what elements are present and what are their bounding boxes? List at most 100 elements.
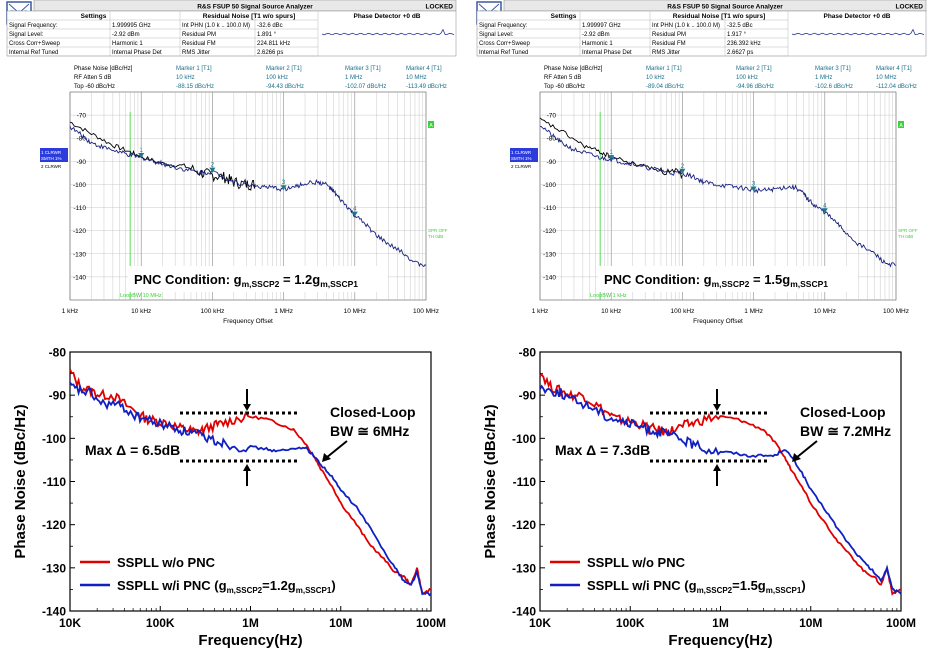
x-tick-label: 100 kHz [200,308,224,315]
settings-header: Settings [81,13,107,20]
bw-annotation-line1: Closed-Loop [800,404,886,420]
marker-freq: 1 MHz [815,75,832,81]
residual-header: Residual Noise [T1 w/o spurs] [673,13,765,20]
phase-noise-trace [69,121,256,191]
legend-pre: SSPLL w/i PNC (g [117,578,227,593]
arrow-head-icon [243,464,251,471]
marker-left-label: RF Atten 5 dB [74,75,111,81]
settings-label: Signal Level: [9,32,44,38]
lock-status: LOCKED [426,4,454,11]
x-tick-label: 1 MHz [744,308,763,315]
y-tick-label: -90 [519,389,537,403]
side-label: SMTH 1% [41,156,62,161]
settings-table [476,10,927,57]
x-tick-label: 10 MHz [344,308,366,315]
marker-number: 3 [752,181,756,187]
right-label: TH 0dB [898,234,913,239]
y-tick-label: -100 [543,182,556,189]
y-tick-label: -120 [42,518,66,532]
residual-value: -32.5 dBc [727,23,753,29]
trace-indicator [428,121,434,128]
pnc-mid: = 1.5g [749,272,790,287]
x-tick-label: 100 MHz [413,308,439,315]
marker-triangle [679,168,686,174]
marker-value: -94.96 dBc/Hz [736,84,774,90]
marker-value: -113.49 dBc/Hz [406,84,447,90]
residual-label: Residual PM [182,32,216,38]
x-tick-label: 1M [712,616,729,630]
x-tick-label: 10 kHz [131,308,151,315]
right-label: TH 0dB [428,234,443,239]
phase-noise-trace [539,125,897,268]
residual-label: RMS Jitter [652,50,680,56]
y-tick-label: -110 [43,475,67,489]
marker-name: Marker 4 [T1] [876,66,912,72]
marker-triangle [750,186,757,192]
y-axis-label: Phase Noise (dBc/Hz) [12,404,29,558]
x-tick-label: 10 MHz [814,308,836,315]
pnc-subscript: m,SSCP1 [320,279,358,289]
y-tick-label: -130 [73,251,86,258]
plot-frame [69,351,432,612]
lock-status: LOCKED [896,4,924,11]
marker-freq: 10 MHz [876,75,897,81]
pnc-condition-box [598,266,858,292]
y-tick-label: -110 [73,205,86,212]
marker-triangle [821,208,828,214]
settings-value: Internal Phase Det [582,50,632,56]
legend-label-red: SSPLL w/o PNC [587,555,686,570]
settings-value: Harmonic 1 [582,41,613,47]
bw-annotation-line2: BW ≅ 7.2MHz [800,423,891,439]
x-tick-label: 10K [59,616,81,630]
x-tick-label: 1 kHz [532,308,549,315]
legend-post: ) [801,578,805,593]
y-tick-label: -130 [543,251,556,258]
legend-subscript: m,SSCP2 [697,586,733,595]
y-tick-label: -80 [77,136,87,143]
arrow-head-icon [713,404,721,411]
settings-value: Harmonic 1 [112,41,143,47]
residual-label: Residual FM [182,41,216,47]
marker-value: -94.43 dBc/Hz [266,84,304,90]
marker-name: Marker 3 [T1] [815,66,851,72]
x-tick-label: 100K [616,616,645,630]
y-tick-label: -70 [547,113,557,120]
pnc-subscript: m,SSCP2 [712,279,750,289]
marker-freq: 100 kHz [736,75,758,81]
x-tick-label: 1M [242,616,259,630]
x-tick-label: 100M [886,616,916,630]
trace-indicator-label: A [429,123,433,129]
residual-label: Residual PM [652,32,686,38]
settings-value: -2.92 dBm [112,32,140,38]
x-tick-label: 10M [329,616,352,630]
y-axis-label: Phase Noise (dBc/Hz) [482,404,499,558]
right-label: SPR OFF [898,228,918,233]
legend-subscript: m,SSCP1 [766,586,802,595]
marker-left-label: Top -60 dBc/Hz [544,84,585,90]
phase-detector-trace [321,28,455,36]
analyzer-panel: R&SR&S FSUP 50 Signal Source AnalyzerLOC… [476,0,927,325]
settings-label: Internal Ref Tuned [9,50,58,56]
residual-value: -32.6 dBc [257,23,283,29]
settings-table [6,10,457,57]
y-tick-label: -90 [547,159,557,166]
series-with-pnc [69,381,432,597]
marker-triangle [138,153,145,159]
bw-annotation-line1: Closed-Loop [330,404,416,420]
y-tick-label: -80 [49,346,67,360]
side-label: 1 CLRWR [511,150,532,155]
residual-value: 236.392 kHz [727,41,761,47]
settings-label: Cross Corr+Sweep [9,41,61,47]
series-without-pnc [69,368,432,595]
settings-value: 1.999995 GHz [112,23,151,29]
marker-freq: 100 kHz [266,75,288,81]
y-tick-label: -120 [512,518,536,532]
residual-label: Int PHN (1.0 k .. 100.0 M) [182,23,250,29]
x-tick-label: 100K [146,616,175,630]
y-tick-label: -110 [543,205,556,212]
y-tick-label: -80 [519,346,537,360]
settings-label: Signal Frequency: [9,23,58,29]
x-axis-label: Frequency(Hz) [198,632,302,649]
side-label: SMTH 1% [511,156,532,161]
